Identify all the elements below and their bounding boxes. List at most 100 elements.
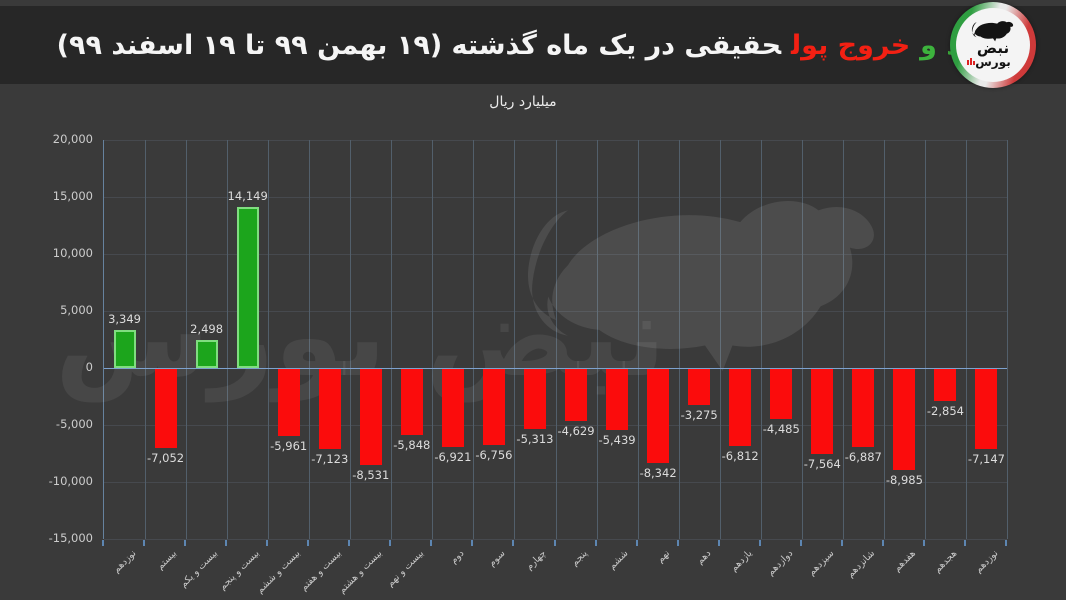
bar-چهارم (523, 368, 546, 429)
bar-دوازدهم (770, 368, 793, 420)
bar-value-label: -7,147 (967, 452, 1005, 467)
x-tick-mark (594, 540, 597, 546)
chart-title: ورود وخروج پولحقیقی در یک ماه گذشته (۱۹ … (52, 30, 1015, 61)
v-gridline (637, 140, 639, 539)
x-axis-label: شانزدهم (845, 548, 878, 581)
bar-value-label: 2,498 (190, 321, 224, 336)
logo-text-nabz: نبض (976, 38, 1010, 57)
v-gridline (842, 140, 844, 539)
v-gridline (514, 140, 516, 539)
bar-یازدهم (729, 368, 752, 446)
bar-value-label: -2,854 (926, 403, 964, 418)
v-gridline (391, 140, 393, 539)
nabz-bourse-logo: نبض بورس (950, 2, 1036, 88)
x-tick-mark (430, 540, 433, 546)
plot-area: 3,349 -7,052 2,498 14,149 -5,961 -7,123 -8,531… (103, 140, 1008, 540)
x-axis-label: سوم (486, 548, 508, 570)
x-tick-mark (553, 540, 556, 546)
bar-value-label: -6,921 (434, 449, 472, 464)
y-axis-label: 0 (85, 360, 93, 374)
bar-value-label: -4,629 (557, 423, 595, 438)
bar-شانزدهم (852, 368, 875, 447)
bar-value-label: -5,439 (598, 433, 636, 447)
bar-نوزدهم (975, 368, 998, 450)
y-axis-label: 10,000 (52, 246, 93, 260)
y-axis-label: 5,000 (60, 303, 93, 317)
y-axis-label: 20,000 (52, 132, 93, 146)
x-axis-label: دوازدهم (764, 548, 796, 579)
v-gridline (924, 140, 926, 539)
y-axis-label: -10,000 (48, 474, 93, 488)
y-axis-label: -15,000 (48, 531, 93, 545)
x-tick-mark (799, 540, 802, 546)
x-tick-mark (266, 540, 269, 546)
bar-value-label: -7,052 (147, 451, 185, 466)
axis-unit-label: میلیارد ریال (489, 94, 557, 110)
bar-value-label: -7,123 (311, 452, 349, 467)
v-gridline (309, 140, 311, 539)
x-tick-mark (471, 540, 474, 546)
v-gridline (1007, 140, 1008, 539)
v-gridline (555, 140, 557, 539)
y-axis-label: -5,000 (55, 417, 93, 431)
v-gridline (883, 140, 885, 539)
x-tick-mark (676, 540, 679, 546)
bar-value-label: -6,756 (475, 448, 513, 463)
x-tick-mark (102, 540, 104, 546)
bar-دهم (688, 368, 711, 406)
v-gridline (350, 140, 352, 539)
bar-value-label: -3,275 (680, 408, 718, 423)
x-axis-label: هفدهم (891, 548, 919, 575)
x-axis-label: نهم (654, 548, 672, 566)
bar-value-label: -5,961 (270, 438, 308, 453)
x-axis-label: هجدهم (932, 548, 960, 576)
h-gridline (104, 539, 1007, 540)
bar-بیستم (154, 368, 177, 449)
v-gridline (227, 140, 229, 539)
bar-بیست و یکم (195, 339, 218, 368)
bar-value-label: -8,985 (885, 473, 923, 488)
bar-value-label: -6,887 (844, 449, 882, 464)
v-gridline (760, 140, 762, 539)
x-tick-mark (840, 540, 843, 546)
bar-هفدهم (893, 368, 916, 471)
x-tick-mark (635, 540, 638, 546)
x-tick-mark (389, 540, 392, 546)
bar-value-label: 3,349 (108, 311, 141, 326)
bar-value-label: -4,485 (762, 422, 800, 437)
bar-هجدهم (934, 368, 957, 401)
bar-سوم (482, 368, 505, 446)
x-tick-mark (307, 540, 310, 546)
title-outflow-text: خروج پول (791, 29, 911, 61)
bar-value-label: -7,564 (803, 457, 841, 472)
candlestick-icon (967, 57, 976, 65)
v-gridline (186, 140, 188, 539)
x-tick-mark (512, 540, 515, 546)
x-tick-mark (963, 540, 966, 546)
v-gridline (719, 140, 721, 539)
v-gridline (965, 140, 967, 539)
bar-بیست و پنجم (236, 206, 259, 368)
bar-بیست و هشتم (359, 368, 382, 466)
x-tick-mark (922, 540, 925, 546)
bar-ششم (606, 368, 629, 430)
x-axis-label: دهم (694, 548, 713, 567)
x-axis-label: بیست و پنجم (216, 548, 262, 593)
x-axis-label: پنجم (569, 548, 590, 569)
x-tick-mark (225, 540, 228, 546)
bar-value-label: -6,812 (721, 448, 759, 463)
bar-value-label: 14,149 (227, 188, 268, 203)
x-axis-label: بیست و نهم (384, 548, 426, 590)
bar-نوزدهم (113, 329, 136, 368)
logo-inner-circle: نبض بورس (956, 8, 1030, 82)
v-gridline (473, 140, 475, 539)
x-tick-mark (758, 540, 761, 546)
x-tick-mark (348, 540, 351, 546)
bull-icon (971, 21, 1014, 42)
x-axis-label: دوم (448, 548, 467, 567)
y-axis-label: 15,000 (52, 189, 93, 203)
bar-بیست و نهم (400, 368, 423, 435)
x-axis-label: چهارم (524, 548, 549, 573)
bar-value-label: -8,342 (639, 466, 677, 481)
